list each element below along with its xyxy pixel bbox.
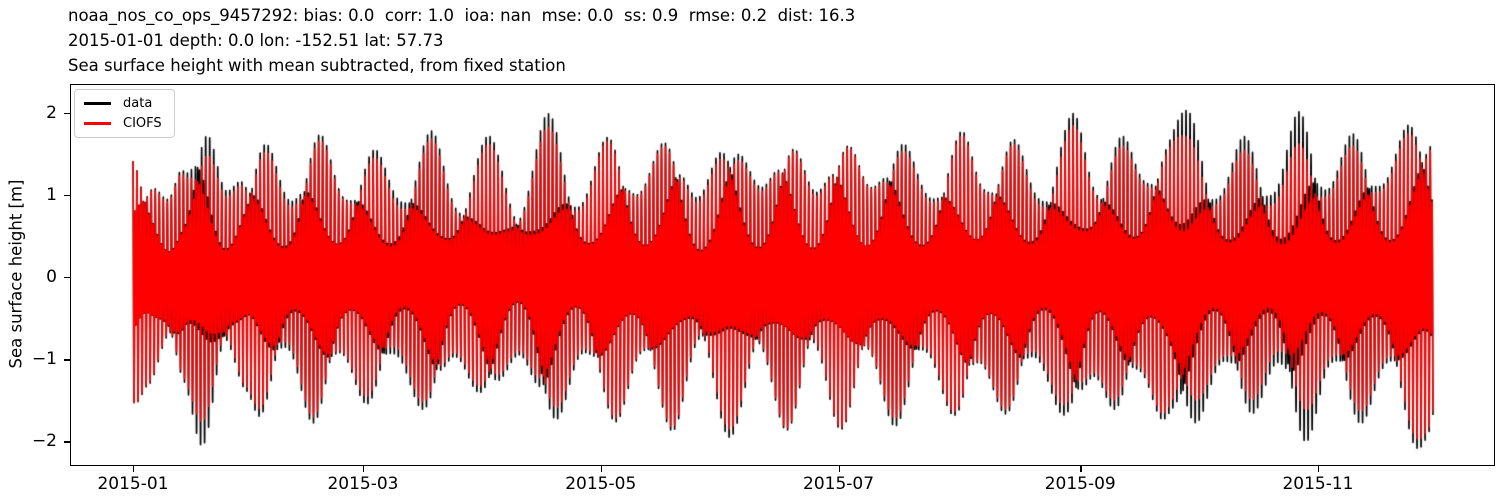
y-tick-mark bbox=[64, 441, 70, 443]
x-tick-mark bbox=[1317, 466, 1320, 472]
y-tick-label: −2 bbox=[31, 431, 57, 452]
y-tick-label: 1 bbox=[46, 184, 57, 205]
x-tick-label: 2015-01 bbox=[97, 474, 169, 494]
legend-label: data bbox=[123, 96, 153, 111]
y-tick-label: 2 bbox=[46, 102, 57, 123]
y-tick-label: −1 bbox=[31, 349, 57, 370]
x-tick-mark bbox=[1080, 466, 1082, 472]
legend-label: CIOFS bbox=[123, 116, 162, 131]
x-tick-label: 2015-05 bbox=[565, 474, 637, 494]
x-tick-mark bbox=[133, 466, 135, 472]
plot-area bbox=[70, 84, 1495, 466]
x-tick-mark bbox=[838, 466, 840, 472]
y-tick-mark bbox=[64, 359, 70, 361]
legend-entry-data: data bbox=[84, 97, 162, 110]
y-tick-mark bbox=[64, 194, 70, 197]
chart-title-station-line: 2015-01-01 depth: 0.0 lon: -152.51 lat: … bbox=[68, 31, 444, 50]
chart-title-description-line: Sea surface height with mean subtracted,… bbox=[68, 56, 566, 75]
legend-entry-CIOFS: CIOFS bbox=[84, 117, 162, 130]
legend: data CIOFS bbox=[74, 89, 175, 138]
plot-series-canvas bbox=[71, 85, 1494, 465]
x-tick-label: 2015-07 bbox=[803, 474, 875, 494]
x-tick-label: 2015-03 bbox=[327, 474, 399, 494]
x-tick-label: 2015-09 bbox=[1044, 474, 1116, 494]
x-tick-label: 2015-11 bbox=[1282, 474, 1354, 494]
x-tick-mark bbox=[362, 466, 365, 472]
chart-titles: noaa_nos_co_ops_9457292: bias: 0.0 corr:… bbox=[68, 3, 855, 78]
y-tick-mark bbox=[64, 112, 70, 114]
legend-line-swatch bbox=[84, 122, 111, 125]
legend-line-swatch bbox=[84, 102, 111, 105]
chart-title-stats-line: noaa_nos_co_ops_9457292: bias: 0.0 corr:… bbox=[68, 6, 856, 25]
y-tick-mark bbox=[64, 277, 70, 279]
y-tick-label: 0 bbox=[46, 267, 57, 287]
x-tick-mark bbox=[600, 466, 603, 472]
